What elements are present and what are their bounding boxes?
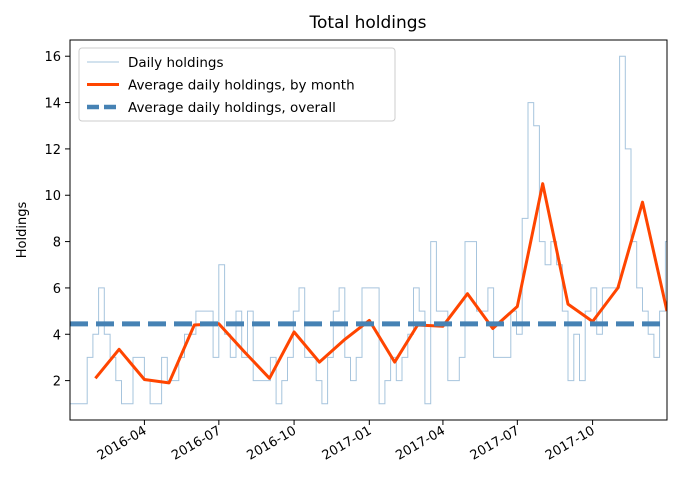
series-line-monthly [94, 182, 667, 385]
y-tick-label: 14 [44, 97, 61, 112]
y-tick-label: 16 [44, 50, 61, 65]
x-tick-label: 2017-10 [543, 423, 598, 463]
x-tick-label: 2017-07 [468, 423, 523, 463]
legend: Daily holdings Average daily holdings, by… [78, 47, 396, 122]
legend-label: Average daily holdings, by month [128, 78, 355, 94]
x-tick-label: 2016-07 [169, 423, 224, 463]
y-tick-label: 8 [53, 236, 61, 251]
legend-label: Average daily holdings, overall [128, 100, 336, 116]
plot-area [70, 55, 667, 405]
x-tick-label: 2016-04 [95, 423, 150, 463]
chart-title: Total holdings [309, 13, 427, 33]
y-axis-label: Holdings [15, 202, 30, 259]
y-tick-label: 12 [44, 143, 61, 158]
y-tick-label: 10 [44, 189, 61, 204]
legend-box [78, 47, 396, 122]
legend-label: Daily holdings [128, 55, 224, 71]
y-tick-label: 6 [53, 282, 61, 297]
plot-series-group [70, 55, 667, 405]
x-tick-label: 2016-10 [245, 423, 300, 463]
series-line-daily [70, 55, 667, 405]
y-tick-label: 2 [53, 375, 61, 390]
x-tick-label: 2017-01 [320, 423, 375, 463]
x-tick-label: 2017-04 [393, 423, 448, 463]
plot-frame [69, 39, 668, 421]
y-tick-label: 4 [53, 328, 61, 343]
